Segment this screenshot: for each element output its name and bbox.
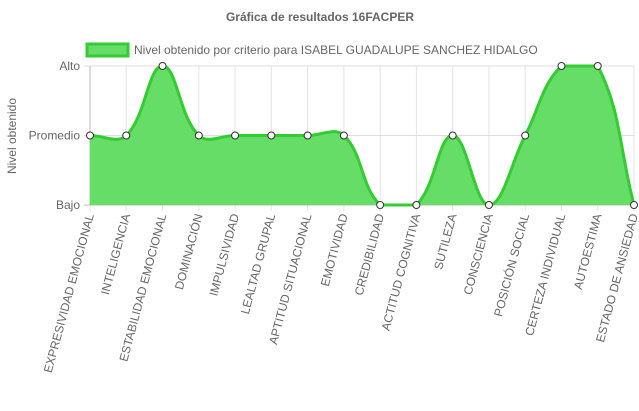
y-tick-label: Promedio bbox=[29, 129, 81, 143]
x-tick-label: POSICIÓN SOCIAL bbox=[490, 212, 532, 319]
point bbox=[557, 62, 566, 70]
x-tick-label: DOMINACIÓN bbox=[171, 212, 206, 291]
legend-label: Nivel obtenido por criterio para ISABEL … bbox=[134, 43, 538, 57]
x-tick-label: INTELIGENCIA bbox=[98, 212, 133, 296]
y-tick-label: Alto bbox=[59, 59, 80, 73]
x-tick-label: CREDIBILIDAD bbox=[352, 212, 387, 297]
x-tick-label: SUTILEZA bbox=[431, 212, 459, 271]
point bbox=[412, 201, 421, 209]
point bbox=[267, 131, 276, 140]
x-tick-label: CONSCIENCIA bbox=[461, 212, 496, 296]
point bbox=[448, 131, 457, 140]
point bbox=[158, 62, 167, 70]
point bbox=[593, 62, 602, 70]
point bbox=[339, 131, 348, 140]
y-axis-label: Nivel obtenido bbox=[5, 98, 19, 174]
legend-swatch bbox=[85, 42, 130, 58]
point bbox=[231, 131, 240, 140]
point bbox=[194, 131, 203, 140]
point bbox=[376, 201, 385, 209]
x-tick-label: EXPRESIVIDAD EMOCIONAL bbox=[41, 212, 97, 374]
line bbox=[89, 64, 636, 207]
x-tick-label: CERTEZA INDIVIDUAL bbox=[522, 212, 568, 337]
y-tick-label: Bajo bbox=[56, 198, 80, 212]
chart-title: Gráfica de resultados 16FACPER bbox=[226, 10, 414, 24]
x-tick-label: ACTITUD COGNITIVA bbox=[379, 212, 424, 332]
x-tick-label: EMOTIVIDAD bbox=[318, 212, 351, 288]
x-tick-label: AUTOESTIMA bbox=[571, 212, 605, 291]
point bbox=[122, 131, 131, 140]
point bbox=[86, 131, 94, 140]
x-tick-label: IMPULSIVIDAD bbox=[207, 212, 243, 298]
point bbox=[484, 201, 493, 209]
point bbox=[521, 131, 530, 140]
area bbox=[90, 66, 634, 205]
point bbox=[303, 131, 312, 140]
point bbox=[630, 201, 638, 209]
x-tick-label: LEALTAD GRUPAL bbox=[238, 212, 278, 316]
